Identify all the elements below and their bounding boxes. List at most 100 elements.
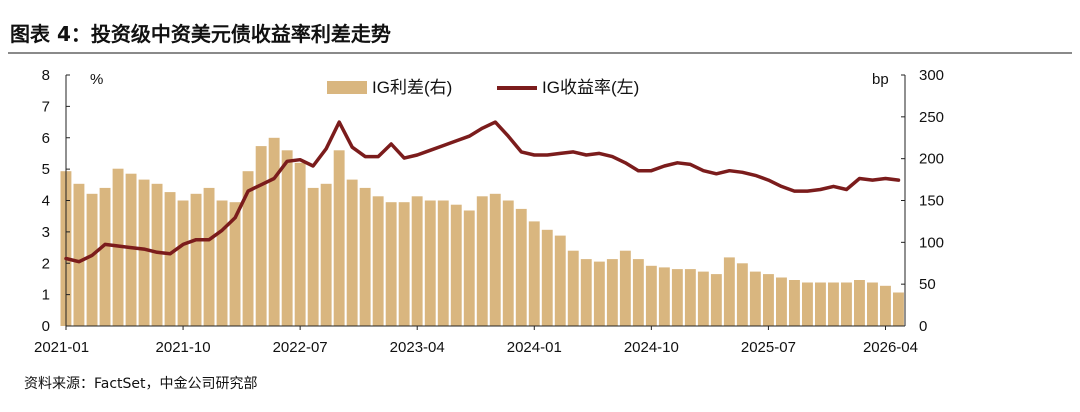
legend-spread-swatch xyxy=(327,81,367,94)
axes: 0 1 2 3 4 5 6 7 8 0 50 100 150 200 250 300 2021-01 2021-1… xyxy=(34,67,944,356)
x-tick-label: 2022-07 xyxy=(273,339,328,356)
right-axis-unit: bp xyxy=(872,71,889,88)
spread-bar xyxy=(684,269,696,326)
x-tick-label: 2023-04 xyxy=(390,339,445,356)
legend-yield-label: IG收益率(左) xyxy=(542,78,639,97)
chart: 0 1 2 3 4 5 6 7 8 0 50 100 150 200 250 300 2021-01 2021-1… xyxy=(34,67,944,356)
right-tick-label: 200 xyxy=(919,151,944,168)
spread-bar xyxy=(268,137,280,327)
spread-bars xyxy=(60,137,904,327)
spread-bar xyxy=(125,173,137,326)
spread-bar xyxy=(385,202,397,326)
left-tick-label: 3 xyxy=(42,224,50,241)
spread-bar xyxy=(307,187,319,326)
spread-bar xyxy=(86,193,98,326)
x-tick-label: 2024-10 xyxy=(624,339,679,356)
spread-bar xyxy=(437,200,449,326)
left-tick-label: 4 xyxy=(42,193,50,210)
spread-bar xyxy=(554,235,566,326)
left-tick-label: 0 xyxy=(42,318,50,335)
spread-bar xyxy=(710,274,722,326)
spread-bar xyxy=(867,282,878,326)
spread-bar xyxy=(333,150,345,326)
spread-bar xyxy=(138,179,150,326)
spread-bar xyxy=(372,196,384,326)
spread-bar xyxy=(854,280,865,326)
spread-bar xyxy=(320,183,332,326)
spread-bar xyxy=(73,183,85,326)
right-tick-label: 300 xyxy=(919,67,944,84)
spread-bar xyxy=(99,187,111,326)
spread-bar xyxy=(203,187,215,326)
right-tick-label: 50 xyxy=(919,276,936,293)
left-tick-label: 2 xyxy=(42,255,50,272)
spread-bar xyxy=(580,259,592,326)
spread-bar xyxy=(411,196,423,326)
left-tick-label: 5 xyxy=(42,161,50,178)
spread-bar xyxy=(723,257,735,326)
left-tick-label: 6 xyxy=(42,130,50,147)
spread-bar xyxy=(749,271,761,326)
spread-bar xyxy=(229,202,241,326)
spread-bar xyxy=(515,208,527,326)
x-tick-label: 2021-10 xyxy=(156,339,211,356)
spread-bar xyxy=(281,150,293,326)
spread-bar xyxy=(294,162,306,326)
spread-bar xyxy=(802,282,813,326)
spread-bar xyxy=(177,200,189,326)
chart-title: 图表 4：投资级中资美元债收益率利差走势 xyxy=(10,22,391,46)
title-bar: 图表 4：投资级中资美元债收益率利差走势 xyxy=(0,0,1080,56)
spread-bar xyxy=(164,192,176,326)
title-divider xyxy=(8,52,1072,54)
spread-bar xyxy=(216,200,228,326)
spread-bar xyxy=(502,200,514,326)
spread-bar xyxy=(593,261,605,326)
spread-bar xyxy=(541,229,553,326)
spread-bar xyxy=(763,274,774,326)
spread-bar xyxy=(255,146,267,326)
spread-bar xyxy=(736,263,748,327)
right-tick-label: 100 xyxy=(919,234,944,251)
spread-bar xyxy=(828,282,839,326)
spread-bar xyxy=(880,285,891,326)
spread-bar xyxy=(619,250,631,326)
legend-spread-label: IG利差(右) xyxy=(372,78,452,97)
spread-bar xyxy=(398,202,410,326)
right-tick-label: 150 xyxy=(919,193,944,210)
x-tick-label: 2024-01 xyxy=(507,339,562,356)
source-note: 资料来源：FactSet，中金公司研究部 xyxy=(24,376,258,392)
spread-bar xyxy=(632,259,644,326)
right-tick-label: 250 xyxy=(919,109,944,126)
spread-bar xyxy=(893,292,904,326)
spread-bar xyxy=(151,183,163,326)
yield-line xyxy=(64,120,901,264)
spread-bar xyxy=(424,200,436,326)
spread-bar xyxy=(567,250,579,326)
spread-bar xyxy=(242,171,254,326)
spread-bar xyxy=(789,280,800,326)
x-tick-label: 2021-01 xyxy=(34,339,89,356)
spread-bar xyxy=(528,221,540,326)
spread-bar xyxy=(658,267,670,326)
left-axis-unit: % xyxy=(90,71,103,88)
spread-bar xyxy=(463,210,475,326)
left-tick-label: 1 xyxy=(42,287,50,304)
spread-bar xyxy=(606,259,618,326)
spread-bar xyxy=(671,269,683,326)
x-tick-label: 2025-07 xyxy=(741,339,796,356)
spread-bar xyxy=(476,196,488,326)
right-tick-label: 0 xyxy=(919,318,927,335)
legend: IG利差(右) IG收益率(左) xyxy=(327,78,639,97)
spread-bar xyxy=(815,282,826,326)
spread-bar xyxy=(359,187,371,326)
spread-bar xyxy=(450,204,462,326)
spread-bar xyxy=(776,277,787,326)
yield-line-group xyxy=(64,120,901,264)
spread-bar xyxy=(841,282,852,326)
spread-bar xyxy=(346,179,358,326)
spread-bar xyxy=(645,265,657,326)
x-tick-label: 2026-04 xyxy=(863,339,918,356)
spread-bar xyxy=(489,193,501,326)
left-tick-label: 7 xyxy=(42,98,50,115)
left-tick-label: 8 xyxy=(42,67,50,84)
